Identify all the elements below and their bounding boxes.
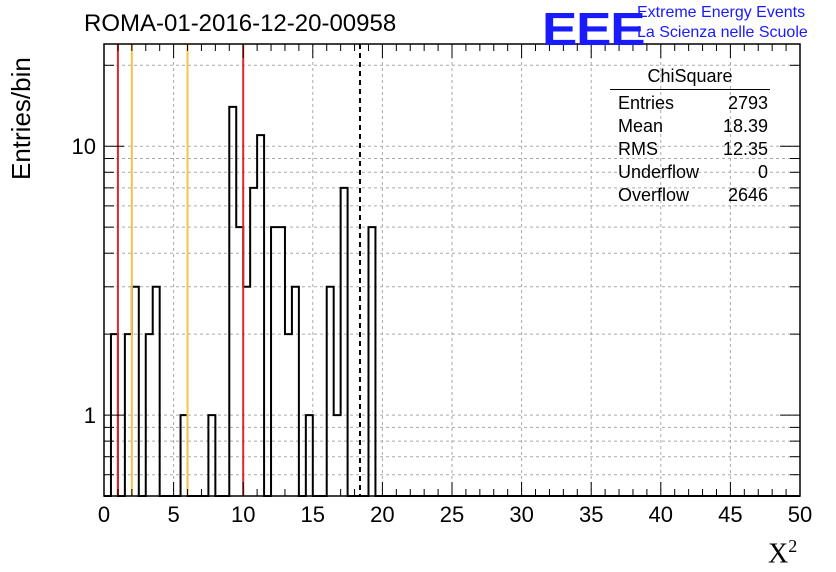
x-tick-label: 15 [301, 502, 325, 527]
marker-lines [116, 44, 361, 496]
plot-frame-bg [104, 44, 800, 496]
x-tick-label: 10 [231, 502, 255, 527]
stats-box: ChiSquare Entries 2793 Mean 18.39 RMS 12… [610, 66, 770, 208]
stats-row-mean: Mean 18.39 [610, 116, 770, 139]
stats-value: 2793 [727, 93, 768, 113]
run-title: ROMA-01-2016-12-20-00958 [84, 10, 397, 37]
stats-row-overflow: Overflow 2646 [610, 185, 770, 208]
stats-title: ChiSquare [610, 66, 770, 90]
y-tick-label: 1 [84, 403, 96, 428]
stats-value: 18.39 [722, 116, 768, 136]
y-tick-label: 10 [72, 134, 96, 159]
x-tick-label: 20 [370, 502, 394, 527]
axis-tick-labels: 0 5 10 15 20 25 30 35 40 45 50 1 10 [72, 134, 813, 527]
x-tick-label: 45 [718, 502, 742, 527]
stats-label: Mean [618, 116, 664, 136]
grid-lines [104, 44, 800, 496]
stats-value: 12.35 [722, 139, 768, 159]
y-axis-label: Entries/bin [6, 57, 36, 180]
x-axis-label: X2 [768, 536, 798, 570]
plot-frame [103, 43, 801, 497]
x-tick-label: 35 [579, 502, 603, 527]
x-tick-label: 5 [167, 502, 179, 527]
stats-row-rms: RMS 12.35 [610, 139, 770, 162]
stats-value: 2646 [727, 185, 768, 205]
stats-label: Overflow [618, 185, 690, 205]
x-tick-label: 25 [440, 502, 464, 527]
x-tick-label: 30 [509, 502, 533, 527]
stats-label: Underflow [618, 162, 700, 182]
x-tick-label: 50 [788, 502, 812, 527]
x-tick-label: 0 [98, 502, 110, 527]
stats-row-entries: Entries 2793 [610, 93, 770, 116]
stats-label: RMS [618, 139, 658, 159]
eee-logo: EEE [542, 3, 646, 55]
x-tick-label: 40 [649, 502, 673, 527]
stats-value: 0 [757, 162, 768, 182]
logo-line-1: Extreme Energy Events [637, 4, 806, 21]
stats-label: Entries [618, 93, 675, 113]
stats-row-underflow: Underflow 0 [610, 162, 770, 185]
logo-line-2: La Scienza nelle Scuole [637, 24, 808, 41]
